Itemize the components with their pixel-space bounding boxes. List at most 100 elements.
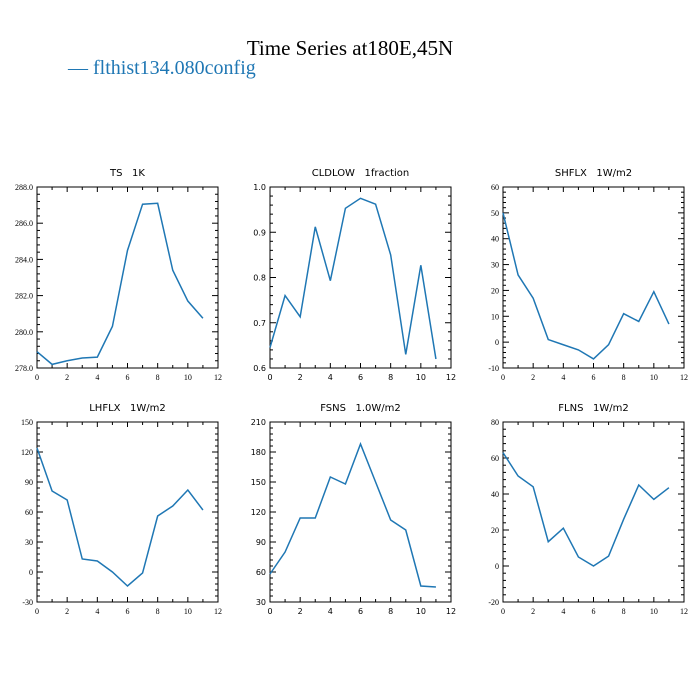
y-tick-label: 0 bbox=[495, 338, 499, 347]
series-line-1 bbox=[502, 452, 670, 567]
y-tick-label: 1.0 bbox=[253, 183, 266, 192]
x-tick-label: 0 bbox=[501, 607, 505, 616]
y-tick-label: 90 bbox=[25, 478, 33, 487]
panel-title: LHFLX 1W/m2 bbox=[89, 403, 166, 414]
y-tick-label: 150 bbox=[251, 478, 266, 487]
y-tick-label: 20 bbox=[491, 286, 499, 295]
x-tick-label: 2 bbox=[65, 373, 69, 382]
x-tick-label: 4 bbox=[95, 373, 99, 382]
x-tick-label: 8 bbox=[156, 607, 160, 616]
x-tick-label: 10 bbox=[184, 373, 192, 382]
x-tick-label: 8 bbox=[622, 373, 626, 382]
y-tick-label: 210 bbox=[251, 418, 266, 427]
x-tick-label: 6 bbox=[358, 607, 363, 616]
x-tick-label: 4 bbox=[328, 373, 333, 382]
x-tick-label: 10 bbox=[650, 373, 658, 382]
chart-panel-1: TS 1K 0 2 4 6 8 10 12 278.0 280.0 282.0 284.0 286.0 2… bbox=[15, 168, 222, 382]
plot-frame bbox=[36, 186, 219, 369]
panel-title: TS 1K bbox=[109, 168, 145, 179]
x-tick-label: 12 bbox=[446, 373, 456, 382]
y-tick-label: 30 bbox=[25, 538, 33, 547]
x-tick-label: 0 bbox=[267, 373, 272, 382]
y-tick-label: 60 bbox=[491, 183, 499, 192]
x-tick-label: 8 bbox=[388, 373, 393, 382]
y-tick-label: 60 bbox=[25, 508, 33, 517]
y-tick-label: 120 bbox=[251, 508, 266, 517]
y-tick-label: 50 bbox=[491, 209, 499, 218]
y-tick-label: 20 bbox=[491, 526, 499, 535]
x-tick-label: 0 bbox=[267, 607, 272, 616]
y-tick-label: 280.0 bbox=[15, 328, 33, 337]
y-tick-label: 0.9 bbox=[253, 228, 266, 237]
panel-title: FSNS 1.0W/m2 bbox=[320, 403, 401, 414]
x-tick-label: 0 bbox=[35, 607, 39, 616]
x-tick-label: 2 bbox=[298, 607, 303, 616]
plot-frame bbox=[502, 186, 685, 369]
x-tick-label: 0 bbox=[35, 373, 39, 382]
x-tick-label: 8 bbox=[622, 607, 626, 616]
series-line-1 bbox=[36, 447, 204, 588]
legend: — flthist134.080config bbox=[68, 57, 256, 80]
plot-frame bbox=[269, 421, 452, 603]
panel-title: SHFLX 1W/m2 bbox=[555, 168, 632, 179]
y-tick-label: 0.8 bbox=[253, 274, 266, 283]
x-tick-label: 8 bbox=[156, 373, 160, 382]
y-tick-label: 60 bbox=[491, 454, 499, 463]
y-tick-label: 40 bbox=[491, 490, 499, 499]
x-tick-label: 4 bbox=[561, 607, 565, 616]
y-tick-label: -10 bbox=[488, 364, 499, 373]
x-tick-label: 6 bbox=[358, 373, 363, 382]
plot-frame bbox=[269, 186, 452, 369]
x-tick-label: 0 bbox=[501, 373, 505, 382]
y-tick-label: 30 bbox=[256, 598, 266, 607]
chart-panel-5: FSNS 1.0W/m2 0 2 4 6 8 10 12 30 60 90 120 150 180 210 bbox=[251, 403, 456, 616]
chart-panel-2: CLDLOW 1fraction 0 2 4 6 8 10 12 0.6 0.7 0.8 0.9 1.0 bbox=[253, 168, 456, 382]
x-tick-label: 6 bbox=[592, 607, 596, 616]
y-tick-label: 278.0 bbox=[15, 364, 33, 373]
y-tick-label: 30 bbox=[491, 261, 499, 270]
y-tick-label: 150 bbox=[21, 418, 33, 427]
x-tick-label: 12 bbox=[446, 607, 456, 616]
y-tick-label: 40 bbox=[491, 235, 499, 244]
y-tick-label: 282.0 bbox=[15, 292, 33, 301]
y-tick-label: 60 bbox=[256, 568, 266, 577]
plot-frame bbox=[502, 421, 685, 603]
x-tick-label: 10 bbox=[416, 373, 426, 382]
y-tick-label: 286.0 bbox=[15, 219, 33, 228]
x-tick-label: 12 bbox=[680, 607, 688, 616]
series-line-1 bbox=[269, 197, 437, 360]
y-tick-label: 120 bbox=[21, 448, 33, 457]
x-tick-label: 12 bbox=[214, 373, 222, 382]
x-tick-label: 2 bbox=[531, 607, 535, 616]
y-tick-label: 10 bbox=[491, 312, 499, 321]
y-tick-label: 80 bbox=[491, 418, 499, 427]
y-tick-label: 0.7 bbox=[253, 319, 266, 328]
series-line-1 bbox=[502, 212, 670, 360]
y-tick-label: 0 bbox=[495, 562, 499, 571]
series-line-1 bbox=[269, 441, 436, 588]
x-tick-label: 6 bbox=[126, 607, 130, 616]
x-tick-label: 4 bbox=[95, 607, 99, 616]
figure-title: Time Series at180E,45N bbox=[246, 36, 454, 60]
x-tick-label: 8 bbox=[388, 607, 393, 616]
x-tick-label: 2 bbox=[65, 607, 69, 616]
x-tick-label: 10 bbox=[184, 607, 192, 616]
x-tick-label: 2 bbox=[531, 373, 535, 382]
x-tick-label: 6 bbox=[126, 373, 130, 382]
x-tick-label: 12 bbox=[214, 607, 222, 616]
x-tick-label: 4 bbox=[328, 607, 333, 616]
y-tick-label: 284.0 bbox=[15, 255, 33, 264]
x-tick-label: 2 bbox=[298, 373, 303, 382]
x-tick-label: 12 bbox=[680, 373, 688, 382]
legend-label-flthist134: flthist134.080config bbox=[93, 57, 256, 79]
y-tick-label: 288.0 bbox=[15, 183, 33, 192]
y-tick-label: -30 bbox=[22, 598, 33, 607]
x-tick-label: 6 bbox=[592, 373, 596, 382]
panel-title: FLNS 1W/m2 bbox=[558, 403, 628, 414]
plot-frame bbox=[36, 421, 219, 603]
y-tick-label: 0 bbox=[29, 568, 33, 577]
series-line-1 bbox=[36, 202, 204, 366]
y-tick-label: 90 bbox=[256, 538, 266, 547]
